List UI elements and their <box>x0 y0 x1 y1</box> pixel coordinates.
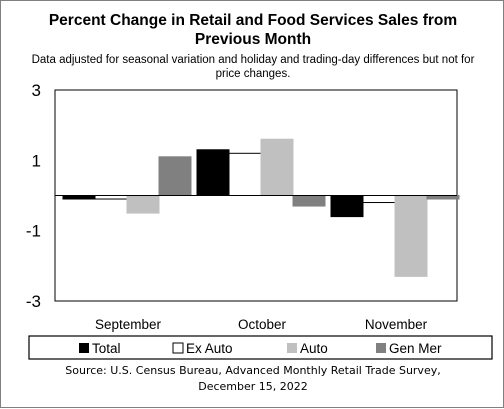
legend-label-total: Total <box>92 341 121 356</box>
legend: Total Ex Auto Auto Gen Mer <box>79 341 442 356</box>
legend-box <box>28 335 493 360</box>
legend-label-gen-mer: Gen Mer <box>389 341 442 356</box>
category-label-september: September <box>95 317 162 332</box>
bar-november-ex-auto <box>362 195 396 204</box>
y-tick-labels: 3 1 -1 -3 <box>26 81 41 311</box>
chart-title-line-1: Percent Change in Retail and Food Servic… <box>49 12 457 29</box>
chart-title-line-2: Previous Month <box>195 31 311 48</box>
bar-october-gen-mer <box>292 195 326 207</box>
y-tick-label: -3 <box>26 292 41 311</box>
bar-september-auto <box>126 195 160 214</box>
legend-swatch-ex-auto <box>172 342 184 354</box>
bar-november-auto <box>394 195 428 277</box>
chart-subtitle-line-1: Data adjusted for seasonal variation and… <box>32 54 475 66</box>
source-line-2: December 15, 2022 <box>198 380 308 393</box>
bar-september-total <box>62 195 96 200</box>
bar-october-ex-auto <box>228 152 262 197</box>
bar-september-gen-mer <box>158 156 192 196</box>
bar-november-gen-mer <box>426 195 460 200</box>
legend-label-ex-auto: Ex Auto <box>186 341 233 356</box>
category-label-november: November <box>365 317 428 332</box>
bar-october-total <box>196 149 230 197</box>
y-tick-label: 3 <box>32 81 41 100</box>
legend-swatch-gen-mer <box>376 343 386 353</box>
legend-swatch-total <box>79 343 89 353</box>
legend-label-auto: Auto <box>300 341 328 356</box>
y-tick-label: 1 <box>32 151 41 170</box>
chart-subtitle-line-2: price changes. <box>216 68 291 80</box>
bar-september-ex-auto <box>94 195 128 200</box>
bar-november-total <box>330 195 364 218</box>
category-labels: September October November <box>95 317 428 332</box>
bar-october-auto <box>260 138 294 197</box>
source-line-1: Source: U.S. Census Bureau, Advanced Mon… <box>65 364 440 377</box>
y-tick-label: -1 <box>26 222 41 241</box>
bars-group <box>62 138 460 277</box>
category-label-october: October <box>238 317 287 332</box>
legend-swatch-auto <box>287 343 297 353</box>
